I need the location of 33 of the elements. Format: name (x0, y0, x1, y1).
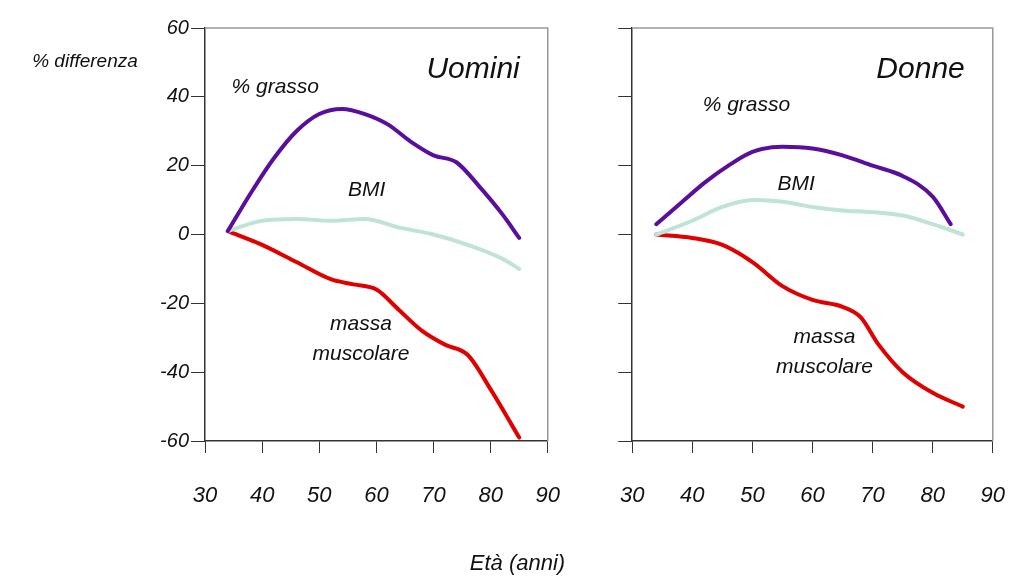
x-axis-title: Età (anni) (468, 550, 567, 576)
y-axis-title: % differenza (32, 50, 138, 72)
y-tick-label: -60 (160, 428, 189, 451)
y-tick-label: 60 (166, 15, 189, 38)
x-tick-label: 30 (192, 482, 218, 508)
series-label: % grasso (702, 91, 791, 115)
x-tick-label: 50 (307, 482, 333, 508)
text: Uomini (426, 51, 522, 85)
y-tick-label: 0 (177, 222, 189, 245)
x-tick-label: 40 (249, 482, 276, 508)
x-tick-label: 50 (740, 482, 766, 508)
x-tick-label: 60 (800, 482, 826, 508)
x-tick-label: 30 (619, 482, 646, 508)
x-tick-label: 60 (364, 482, 390, 508)
series-label: BMI (348, 176, 386, 200)
y-tick-label: -20 (160, 290, 189, 313)
x-tick-label: 70 (421, 482, 447, 508)
series-label: massa muscolare (776, 324, 873, 378)
y-tick-label: 20 (165, 153, 189, 176)
series-label: massa muscolare (312, 311, 410, 365)
x-tick-label: 90 (980, 482, 1006, 508)
y-tick-label: -40 (160, 359, 189, 382)
line-series (225, 106, 522, 240)
series-label: BMI (777, 171, 816, 195)
text: Donne (876, 51, 965, 85)
x-tick-label: 40 (680, 482, 706, 508)
series-label: % grasso (231, 74, 320, 98)
line-series (225, 217, 522, 271)
x-tick-label: 70 (860, 482, 886, 508)
x-tick-label: 80 (478, 482, 504, 508)
x-tick-label: 90 (535, 482, 561, 508)
y-tick-label: 40 (166, 84, 189, 107)
x-tick-label: 80 (920, 482, 946, 508)
